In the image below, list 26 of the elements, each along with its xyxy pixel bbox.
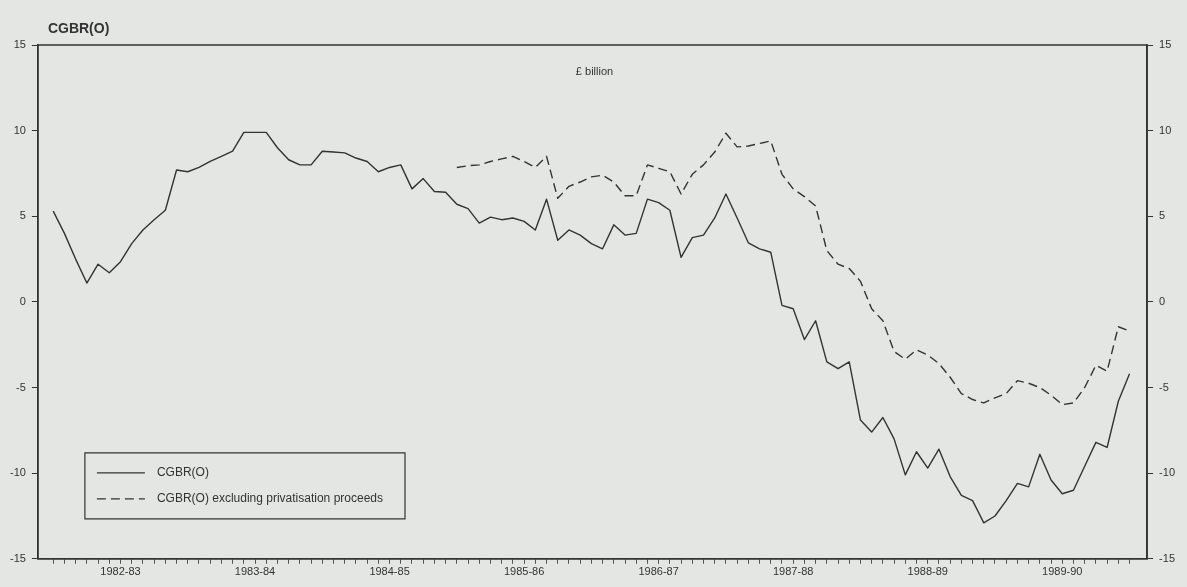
x-tick-label: 1984-85 — [369, 565, 410, 578]
x-tick-label: 1987-88 — [773, 565, 814, 578]
x-tick-label: 1988-89 — [907, 565, 948, 578]
y2-tick-label: 0 — [1159, 294, 1166, 307]
annotation: £ billion — [575, 65, 614, 78]
x-tick-label: 1989-90 — [1042, 565, 1083, 578]
y-tick-label: 15 — [13, 38, 26, 51]
y2-tick-label: 10 — [1159, 123, 1172, 136]
legend-label: CGBR(O) — [156, 465, 209, 480]
y2-tick-label: 5 — [1159, 209, 1166, 222]
x-tick-label: 1982-83 — [100, 565, 141, 578]
y2-tick-label: -5 — [1159, 380, 1169, 393]
y-tick-label: -15 — [9, 551, 26, 564]
y2-tick-label: -15 — [1159, 551, 1176, 564]
y2-tick-label: 15 — [1159, 38, 1172, 51]
x-tick-label: 1986-87 — [638, 565, 679, 578]
y-tick-label: 10 — [13, 123, 26, 136]
x-tick-label: 1985-86 — [503, 565, 545, 578]
y-tick-label: 0 — [19, 294, 26, 307]
y2-tick-label: -10 — [1159, 466, 1176, 479]
y-tick-label: -5 — [16, 380, 26, 393]
x-tick-label: 1983-84 — [234, 565, 276, 578]
legend-label: CGBR(O) excluding privatisation proceeds — [156, 491, 384, 506]
y-tick-label: 5 — [19, 209, 26, 222]
chart-title: CGBR(O) — [47, 20, 110, 36]
y-tick-label: -10 — [9, 466, 26, 479]
